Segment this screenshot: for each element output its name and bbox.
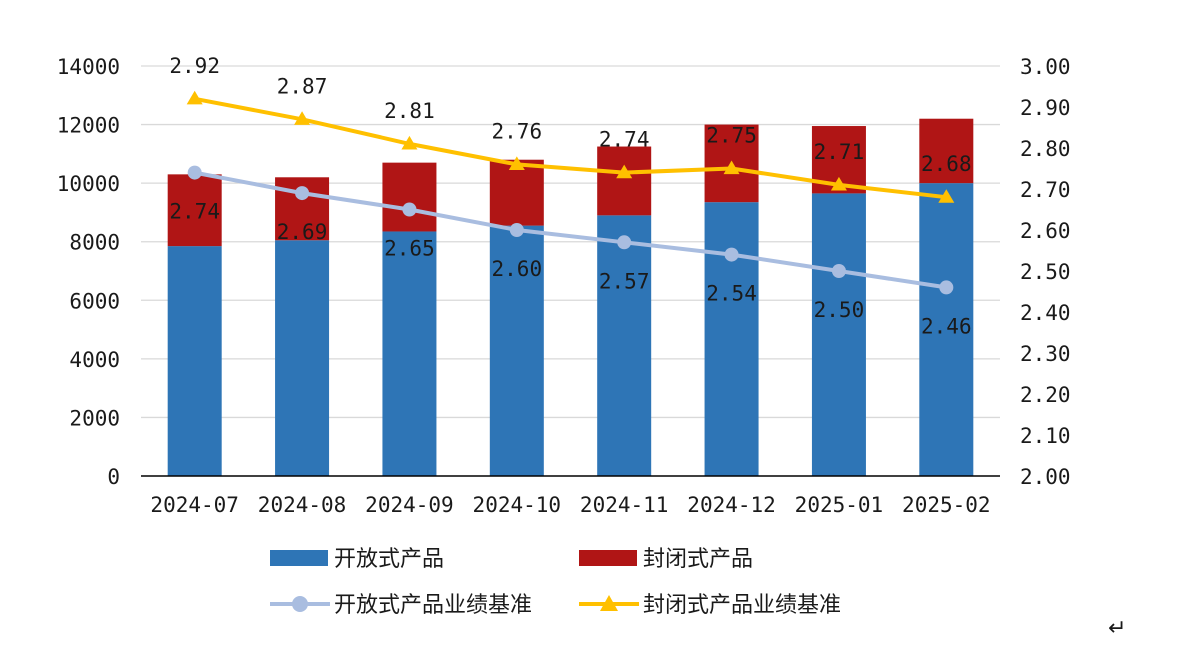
lines — [186, 90, 955, 295]
marker-closed-benchmark — [294, 111, 311, 125]
data-label: 2.57 — [599, 269, 650, 293]
bar-open-product — [704, 202, 759, 476]
legend-label: 开放式产品 — [334, 547, 444, 572]
legend-label: 封闭式产品业绩基准 — [643, 593, 841, 618]
y-left-tick-label: 12000 — [57, 114, 120, 138]
y-right-tick-label: 2.50 — [1020, 260, 1071, 284]
bars — [167, 118, 974, 476]
data-label: 2.74 — [599, 128, 650, 152]
x-tick-label: 2024-08 — [258, 493, 347, 517]
bar-closed-product — [382, 162, 437, 232]
y-right-tick-label: 2.60 — [1020, 219, 1071, 243]
y-left-tick-label: 6000 — [69, 289, 120, 313]
y-right-tick-label: 3.00 — [1020, 55, 1071, 79]
y-right-tick-label: 2.90 — [1020, 96, 1071, 120]
bar-closed-product — [489, 159, 544, 226]
bar-closed-product — [597, 146, 652, 216]
bar-open-product — [167, 246, 222, 476]
data-labels: 2.74 2.69 2.65 2.60 2.57 2.54 2.50 2.46 2.92 2.87… — [169, 54, 971, 339]
bar-open-product — [382, 231, 437, 476]
legend-swatch — [270, 550, 328, 566]
data-label: 2.74 — [169, 200, 220, 224]
y-left-tick-label: 2000 — [69, 406, 120, 430]
y-left-tick-label: 4000 — [69, 348, 120, 372]
y-right-tick-label: 2.10 — [1020, 424, 1071, 448]
data-label: 2.71 — [814, 140, 865, 164]
data-label: 2.68 — [921, 152, 972, 176]
y-right-tick-label: 2.20 — [1020, 383, 1071, 407]
y-left-tick-label: 14000 — [57, 55, 120, 79]
y-right-tick-label: 2.30 — [1020, 342, 1071, 366]
data-label: 2.69 — [277, 220, 328, 244]
x-tick-label: 2024-11 — [580, 493, 669, 517]
bar-closed-product — [919, 118, 974, 184]
data-label: 2.76 — [492, 119, 543, 143]
y-left-tick-label: 0 — [107, 465, 120, 489]
y-right-tick-label: 2.40 — [1020, 301, 1071, 325]
data-label: 2.46 — [921, 314, 972, 338]
marker-closed-benchmark — [401, 135, 418, 150]
line-closed-benchmark — [194, 96, 947, 200]
y-left-tick-label: 10000 — [57, 172, 120, 196]
y-right-tick-label: 2.70 — [1020, 178, 1071, 202]
bar-open-product — [597, 215, 652, 476]
legend-marker — [600, 595, 618, 611]
y-left-tick-label: 8000 — [69, 231, 120, 255]
data-label: 2.54 — [706, 282, 757, 306]
marker-open-benchmark — [617, 235, 632, 250]
gridlines — [141, 65, 1000, 419]
marker-closed-benchmark — [830, 176, 847, 191]
line-open-benchmark — [194, 170, 947, 290]
x-tick-label: 2024-07 — [150, 493, 239, 517]
data-label: 2.75 — [706, 124, 757, 148]
data-label: 2.92 — [169, 54, 220, 78]
marker-closed-benchmark — [938, 189, 955, 203]
marker-closed-benchmark — [723, 160, 740, 175]
y-right-tick-label: 2.80 — [1020, 137, 1071, 161]
data-label: 2.65 — [384, 237, 435, 261]
marker-open-benchmark — [939, 280, 954, 295]
y-right-tick-label: 2.00 — [1020, 465, 1071, 489]
bar-open-product — [811, 193, 866, 476]
legend-swatch — [579, 550, 637, 566]
marker-open-benchmark — [295, 186, 310, 201]
x-tick-label: 2024-10 — [473, 493, 562, 517]
marker-open-benchmark — [402, 202, 417, 217]
data-label: 2.50 — [814, 298, 865, 322]
marker-open-benchmark — [509, 223, 524, 237]
data-label: 2.81 — [384, 99, 435, 123]
bar-open-product — [489, 225, 544, 476]
marker-open-benchmark — [831, 264, 846, 278]
legend-label: 封闭式产品 — [643, 547, 753, 572]
bar-closed-product — [167, 174, 222, 247]
marker-closed-benchmark — [186, 90, 203, 105]
bar-open-product — [919, 183, 974, 476]
x-tick-label: 2025-01 — [795, 493, 884, 517]
legend-marker — [292, 596, 308, 612]
marker-closed-benchmark — [616, 164, 633, 179]
legend-label: 开放式产品业绩基准 — [334, 593, 532, 618]
axes: 0 2000 4000 6000 8000 10000 12000 14000 2.00 2.10… — [57, 55, 1071, 517]
x-tick-label: 2024-09 — [365, 493, 454, 517]
data-label: 2.87 — [277, 74, 328, 98]
return-icon: ↵ — [1108, 616, 1126, 641]
x-tick-label: 2024-12 — [687, 493, 776, 517]
marker-closed-benchmark — [508, 156, 525, 170]
x-tick-label: 2025-02 — [902, 493, 991, 517]
marker-open-benchmark — [724, 247, 739, 262]
marker-open-benchmark — [187, 165, 202, 180]
bar-open-product — [275, 240, 330, 476]
data-label: 2.60 — [492, 257, 543, 281]
